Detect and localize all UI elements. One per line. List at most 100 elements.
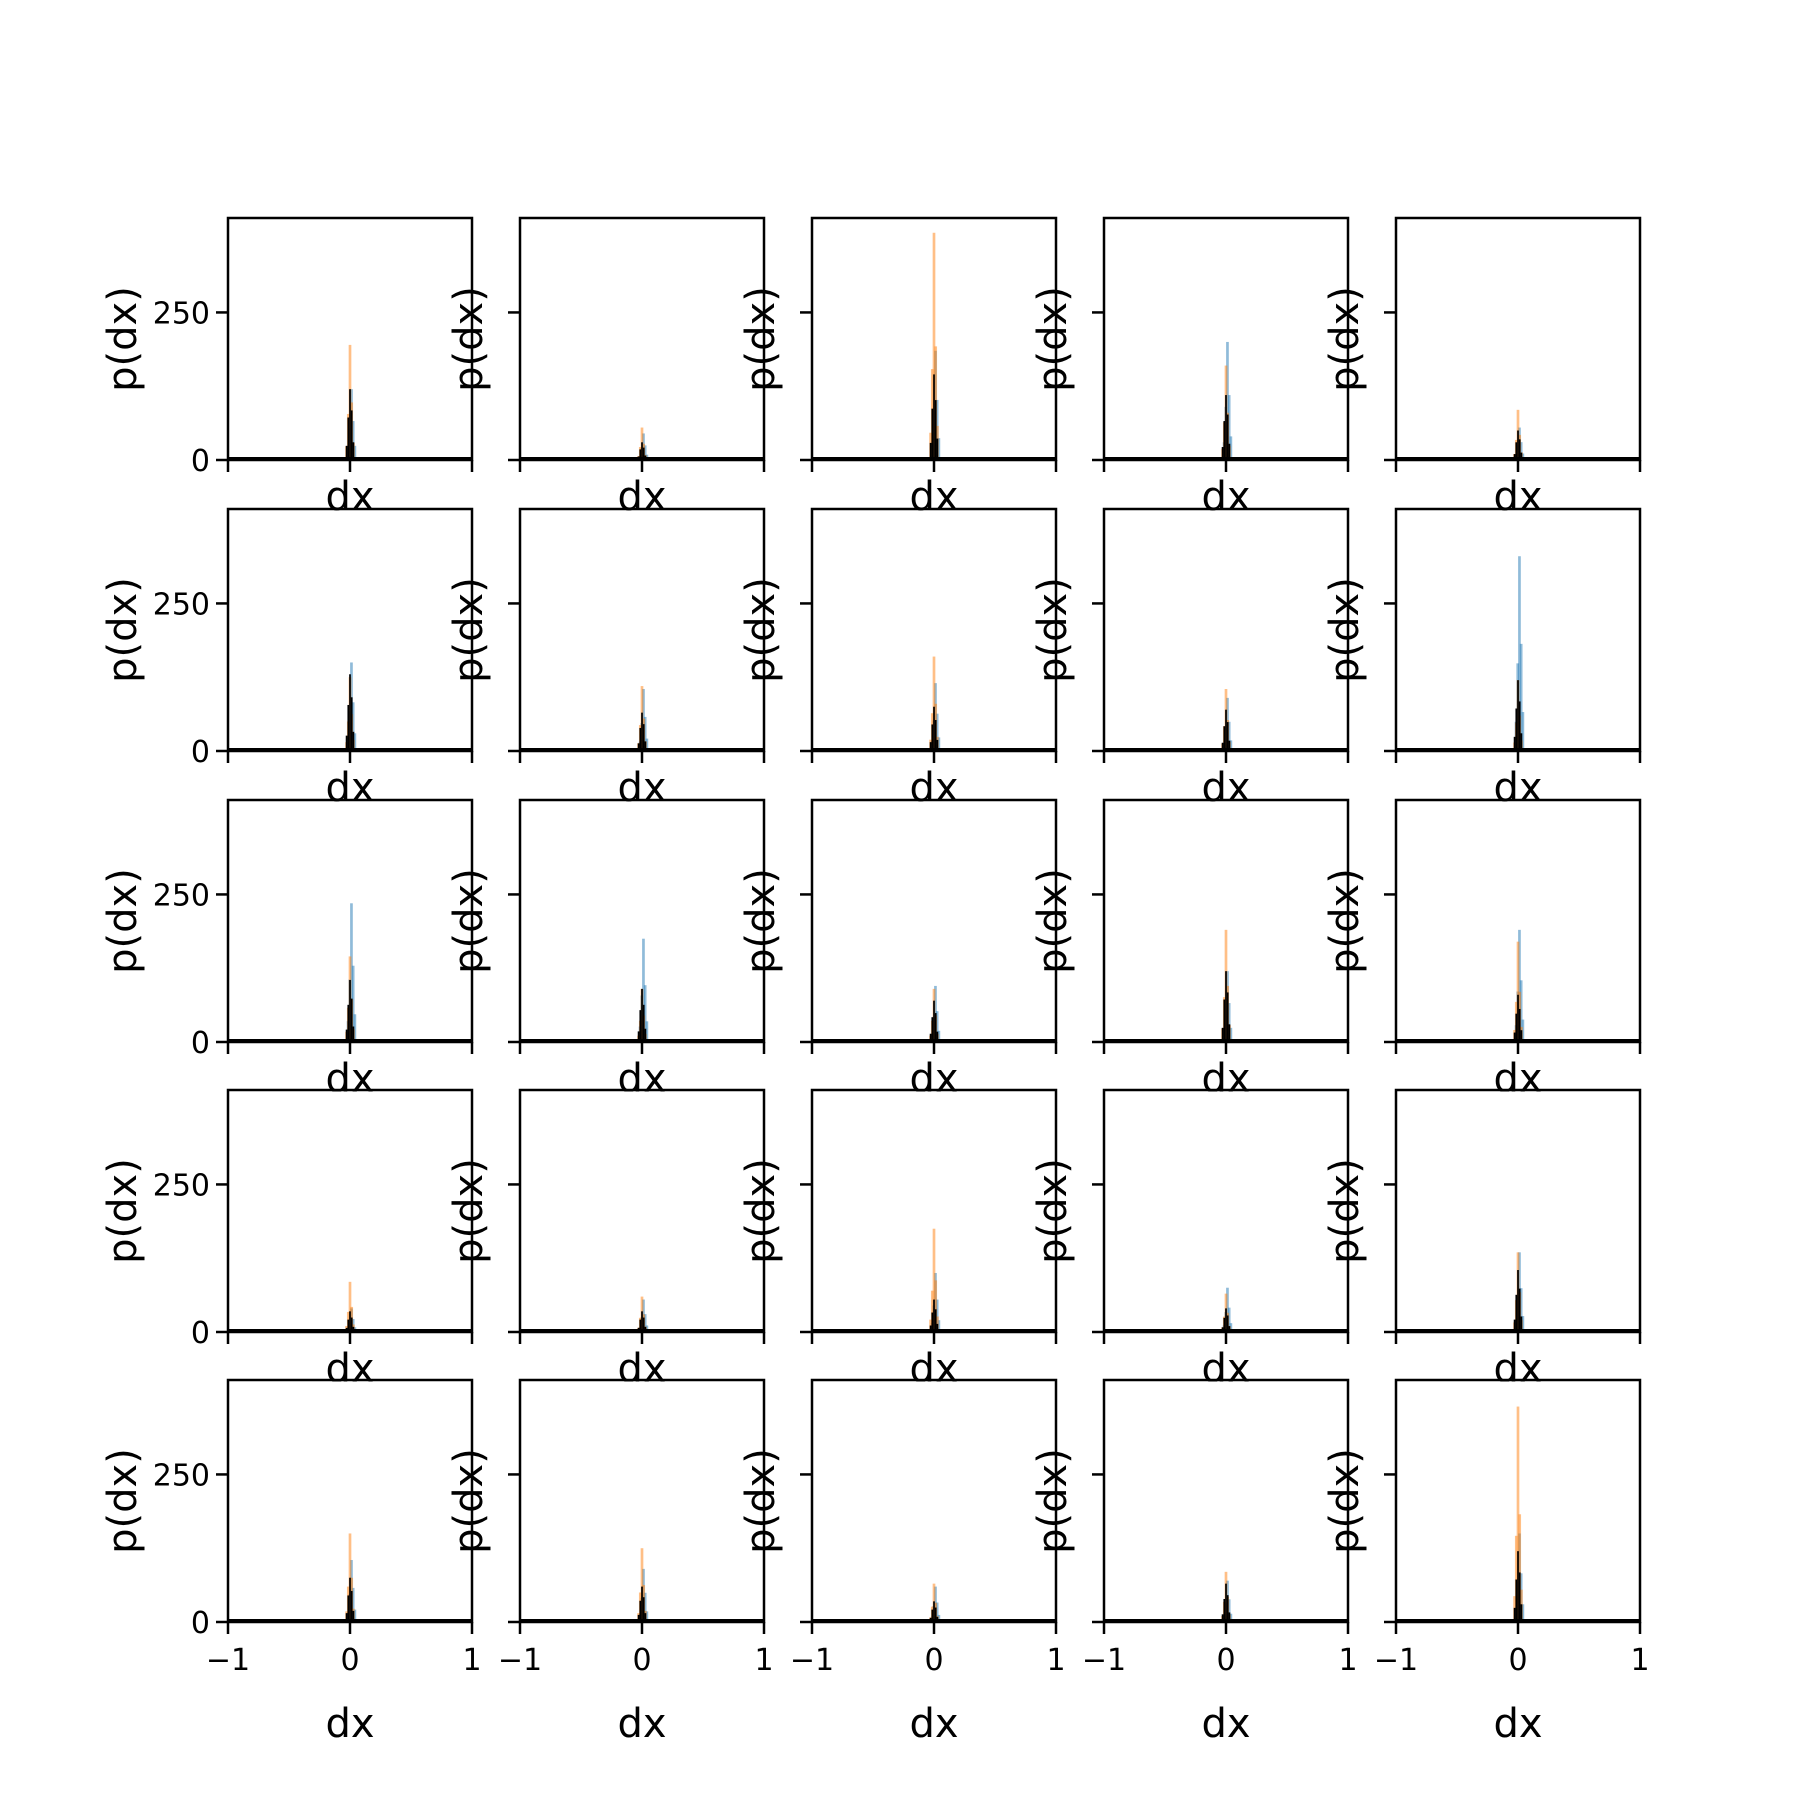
panel-r4-c2: p(dx)dx [446, 1088, 766, 1392]
occluder [813, 1091, 1055, 1114]
panel-r1-c2: p(dx)dx [446, 216, 766, 520]
bar-series3-bin1 [345, 1029, 348, 1042]
occluder [521, 510, 763, 533]
y-axis-label: p(dx) [100, 577, 146, 683]
bar-series1-bin5 [937, 438, 941, 460]
occluder [1105, 1381, 1347, 1404]
bar-series3-bin1 [345, 445, 348, 460]
x-tick-label: 1 [462, 1643, 481, 1678]
y-axis-label: p(dx) [446, 1448, 492, 1554]
bar-series3-bin4 [642, 447, 645, 460]
bar-series3-bin5 [936, 438, 939, 460]
bar-series1-bin3 [1518, 556, 1521, 751]
bar-series3-bin3 [349, 1311, 351, 1332]
bar-series3-bin5 [644, 741, 647, 751]
bar-series1-bin5 [1229, 740, 1233, 751]
panel-r5-c3: p(dx) −1 0 1 dx [738, 1378, 1066, 1747]
y-axis-label: p(dx) [1322, 1158, 1368, 1264]
bar-series1-bin5 [937, 737, 941, 751]
bar-series3-bin2 [1515, 1579, 1518, 1622]
bar-series3-bin2 [639, 1600, 642, 1622]
bar-series3-bin3 [1225, 395, 1227, 460]
bar-series1-bin4 [1227, 1003, 1231, 1042]
y-axis-label: p(dx) [100, 1448, 146, 1554]
bar-series3-bin3 [1225, 1308, 1227, 1332]
bar-series3-bin3 [641, 712, 643, 751]
y-axis-label: p(dx) [738, 1448, 784, 1554]
bar-series3-bin4 [1226, 1595, 1229, 1622]
y-tick-label: 0 [191, 735, 210, 770]
bar-series1-bin4 [643, 1314, 647, 1332]
bar-series1-bin4 [351, 702, 355, 751]
bar-series3-bin1 [637, 1614, 640, 1622]
bar-series3-bin5 [1520, 733, 1523, 751]
occluder [521, 1381, 763, 1404]
bar-series3-bin4 [1518, 701, 1521, 751]
bar-series1-bin4 [935, 1602, 939, 1622]
panel-r1-c3: p(dx)dx [738, 216, 1058, 520]
bar-series3-bin4 [350, 410, 353, 460]
bar-series3-bin5 [1520, 452, 1523, 460]
bar-series1-bin5 [353, 1609, 357, 1622]
bar-series1-bin4 [1227, 1599, 1231, 1622]
bar-series3-bin4 [642, 724, 645, 751]
bar-series1-bin5 [645, 1325, 649, 1332]
y-axis-label: p(dx) [446, 577, 492, 683]
bar-series3-bin3 [1517, 994, 1519, 1042]
bar-series2-bin3 [932, 232, 936, 460]
x-tick-label: 1 [1630, 1643, 1649, 1678]
bar-series1-bin4 [351, 965, 355, 1042]
bar-series3-bin1 [345, 735, 348, 751]
y-axis-label: p(dx) [100, 286, 146, 392]
bar-series3-bin1 [1513, 1607, 1516, 1622]
x-tick-label: 0 [340, 1643, 359, 1678]
occluder [813, 510, 1055, 533]
bar-series3-bin2 [1223, 421, 1226, 460]
bar-series1-bin4 [351, 421, 355, 460]
bar-series1-bin4 [351, 1587, 355, 1622]
bar-series3-bin5 [1520, 1604, 1523, 1622]
bar-series3-bin2 [1223, 999, 1226, 1042]
bar-series3-bin2 [1515, 442, 1518, 460]
bar-series2-bin3 [932, 656, 936, 751]
bar-series3-bin3 [1517, 1551, 1519, 1622]
bar-series3-bin1 [345, 1613, 348, 1622]
panel-r1-c5: p(dx)dx [1322, 216, 1642, 520]
occluder [1397, 1381, 1639, 1404]
bar-series1-bin3 [1226, 341, 1229, 460]
bar-series2-bin4 [934, 1280, 938, 1332]
bar-series3-bin4 [1226, 722, 1229, 751]
bar-series1-bin5 [645, 1611, 649, 1622]
panel-occluders [229, 510, 1639, 1404]
occluder [1397, 801, 1639, 824]
bar-series3-bin2 [931, 1609, 934, 1622]
y-axis-label: p(dx) [738, 1158, 784, 1264]
x-tick-label: 0 [632, 1643, 651, 1678]
x-tick-label: −1 [790, 1643, 834, 1678]
x-tick-label: 0 [1216, 1643, 1235, 1678]
bar-series1-bin5 [353, 733, 357, 751]
bar-series1-bin3 [1226, 1287, 1229, 1332]
bar-series3-bin1 [637, 1031, 640, 1042]
x-tick-label: 1 [754, 1643, 773, 1678]
bar-series1-bin5 [1521, 1604, 1525, 1622]
bar-series3-bin3 [349, 389, 351, 460]
bar-series3-bin1 [929, 1325, 932, 1332]
bar-series3-bin3 [933, 1299, 935, 1332]
bar-series3-bin1 [1513, 736, 1516, 751]
bar-series1-bin3 [1518, 929, 1521, 1042]
y-axis-label: p(dx) [1322, 286, 1368, 392]
bar-series3-bin3 [1517, 1270, 1519, 1332]
y-axis-label: p(dx) [446, 1158, 492, 1264]
bar-series3-bin2 [639, 727, 642, 751]
y-axis-label: p(dx) [1030, 1158, 1076, 1264]
y-axis-label: p(dx) [1322, 577, 1368, 683]
panel-r4-c5: p(dx)dx [1322, 1088, 1642, 1392]
bar-series3-bin3 [641, 1586, 643, 1622]
bar-series3-bin1 [929, 442, 932, 460]
bar-series3-bin2 [347, 1319, 350, 1332]
occluder [1397, 1091, 1639, 1114]
occluder [229, 510, 471, 533]
bar-series1-bin5 [937, 1614, 941, 1622]
